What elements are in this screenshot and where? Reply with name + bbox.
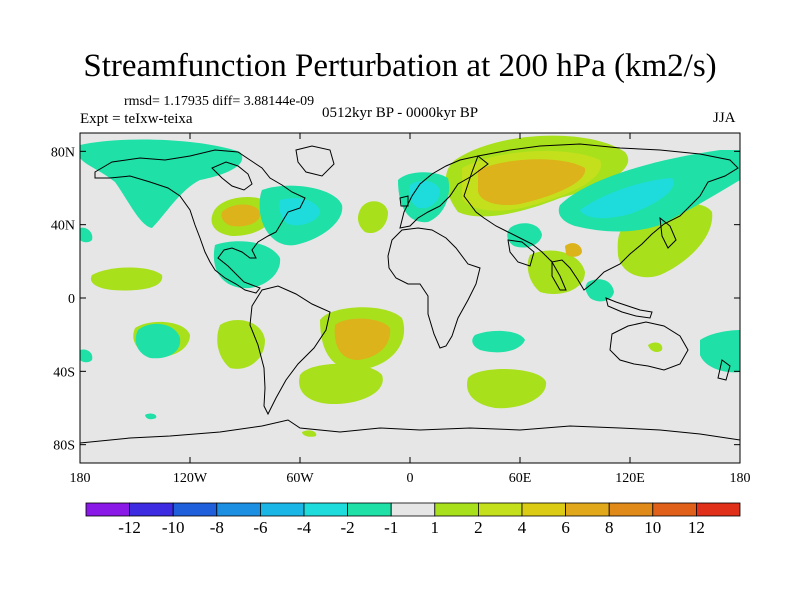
colorbar-swatch bbox=[216, 502, 261, 517]
lon-tick-label: 0 bbox=[407, 471, 414, 486]
coastline bbox=[249, 285, 331, 416]
contour-region bbox=[648, 342, 663, 353]
coastlines bbox=[80, 143, 740, 444]
contour-region bbox=[467, 369, 547, 409]
coastline bbox=[507, 239, 535, 267]
contour-region bbox=[145, 413, 157, 420]
coastline bbox=[94, 149, 306, 294]
contour-region bbox=[477, 159, 586, 206]
season-label: JJA bbox=[713, 110, 736, 126]
colorbar-swatch bbox=[303, 502, 348, 517]
axis-ticks: 180 120W 60W 0 60E 120E 180 80N 40N 0 40S 80S bbox=[51, 133, 751, 486]
colorbar-label: -10 bbox=[162, 518, 185, 537]
colorbar-swatch bbox=[608, 502, 654, 517]
contour-region bbox=[408, 180, 440, 209]
lat-tick-label: 80N bbox=[51, 145, 75, 160]
colorbar-swatch bbox=[129, 502, 174, 517]
colorbar-label: 6 bbox=[561, 518, 570, 537]
contour-region bbox=[334, 318, 391, 360]
lat-tick-label: 40N bbox=[51, 219, 75, 234]
colorbar-label: 10 bbox=[644, 518, 661, 537]
contour-region bbox=[213, 241, 281, 289]
coastline bbox=[463, 143, 739, 291]
colorbar-swatch bbox=[85, 502, 130, 517]
contour-region bbox=[585, 279, 614, 302]
coastline bbox=[609, 321, 689, 371]
contour-region bbox=[580, 178, 674, 219]
colorbar-swatch bbox=[172, 502, 218, 517]
coastline bbox=[605, 297, 653, 319]
colorbar-label: 8 bbox=[605, 518, 614, 537]
contour-region bbox=[472, 330, 525, 353]
experiment-label: Expt = teIxw-teixa bbox=[80, 111, 193, 127]
coastline bbox=[659, 216, 677, 249]
colorbar-swatch bbox=[565, 502, 610, 517]
lat-tick-label: 40S bbox=[53, 365, 75, 380]
period-label: 0512kyr BP - 0000kyr BP bbox=[322, 105, 479, 121]
coastline bbox=[295, 145, 335, 177]
contour-region bbox=[527, 250, 585, 294]
colorbar-label: -6 bbox=[253, 518, 267, 537]
coastline bbox=[399, 155, 489, 229]
coastline bbox=[80, 419, 740, 444]
colorbar-swatch bbox=[390, 502, 436, 517]
contour-region bbox=[565, 243, 582, 257]
contour-region bbox=[80, 349, 93, 363]
colorbar-label: 1 bbox=[431, 518, 440, 537]
lon-tick-label: 60W bbox=[286, 471, 314, 486]
colorbar-label: -1 bbox=[384, 518, 398, 537]
lon-tick-label: 180 bbox=[730, 471, 751, 486]
colorbar: -12 -10 -8 -6 -4 -2 -1 1 2 4 6 8 10 12 bbox=[85, 502, 741, 537]
contour-region bbox=[299, 363, 383, 405]
stats-label: rmsd= 1.17935 diff= 3.88144e-09 bbox=[124, 94, 315, 109]
contour-region bbox=[302, 430, 317, 437]
colorbar-swatch bbox=[521, 502, 566, 517]
contour-region bbox=[279, 198, 320, 226]
lon-tick-label: 120E bbox=[615, 471, 645, 486]
colorbar-label: -8 bbox=[210, 518, 224, 537]
contour-region bbox=[80, 227, 93, 243]
contour-region bbox=[357, 201, 388, 234]
contour-region bbox=[700, 330, 740, 373]
colorbar-label: 4 bbox=[518, 518, 527, 537]
contour-region bbox=[221, 204, 261, 227]
coastline bbox=[211, 161, 253, 191]
lon-tick-label: 120W bbox=[173, 471, 208, 486]
colorbar-swatch bbox=[434, 502, 479, 517]
coastline bbox=[551, 260, 567, 291]
chart-title: Streamfunction Perturbation at 200 hPa (… bbox=[83, 48, 717, 84]
lon-tick-label: 60E bbox=[509, 471, 532, 486]
colorbar-swatch bbox=[696, 502, 741, 517]
colorbar-swatch bbox=[477, 502, 523, 517]
contour-region bbox=[80, 139, 243, 228]
coastline bbox=[717, 359, 731, 381]
contour-region bbox=[90, 267, 163, 291]
colorbar-label: -2 bbox=[341, 518, 355, 537]
colorbar-label: -12 bbox=[118, 518, 141, 537]
colorbar-swatch bbox=[259, 502, 305, 517]
lat-tick-label: 80S bbox=[53, 439, 75, 454]
coastline bbox=[387, 227, 481, 349]
colorbar-label: -4 bbox=[297, 518, 312, 537]
colorbar-label: 2 bbox=[474, 518, 483, 537]
lon-tick-label: 180 bbox=[70, 471, 91, 486]
colorbar-swatch bbox=[652, 502, 697, 517]
map-plot-area bbox=[80, 133, 740, 463]
contour-fill-layer bbox=[80, 135, 740, 437]
lat-tick-label: 0 bbox=[68, 292, 75, 307]
contour-region bbox=[135, 323, 181, 359]
coastline bbox=[399, 195, 409, 207]
colorbar-swatch bbox=[347, 502, 392, 517]
colorbar-label: 12 bbox=[688, 518, 705, 537]
